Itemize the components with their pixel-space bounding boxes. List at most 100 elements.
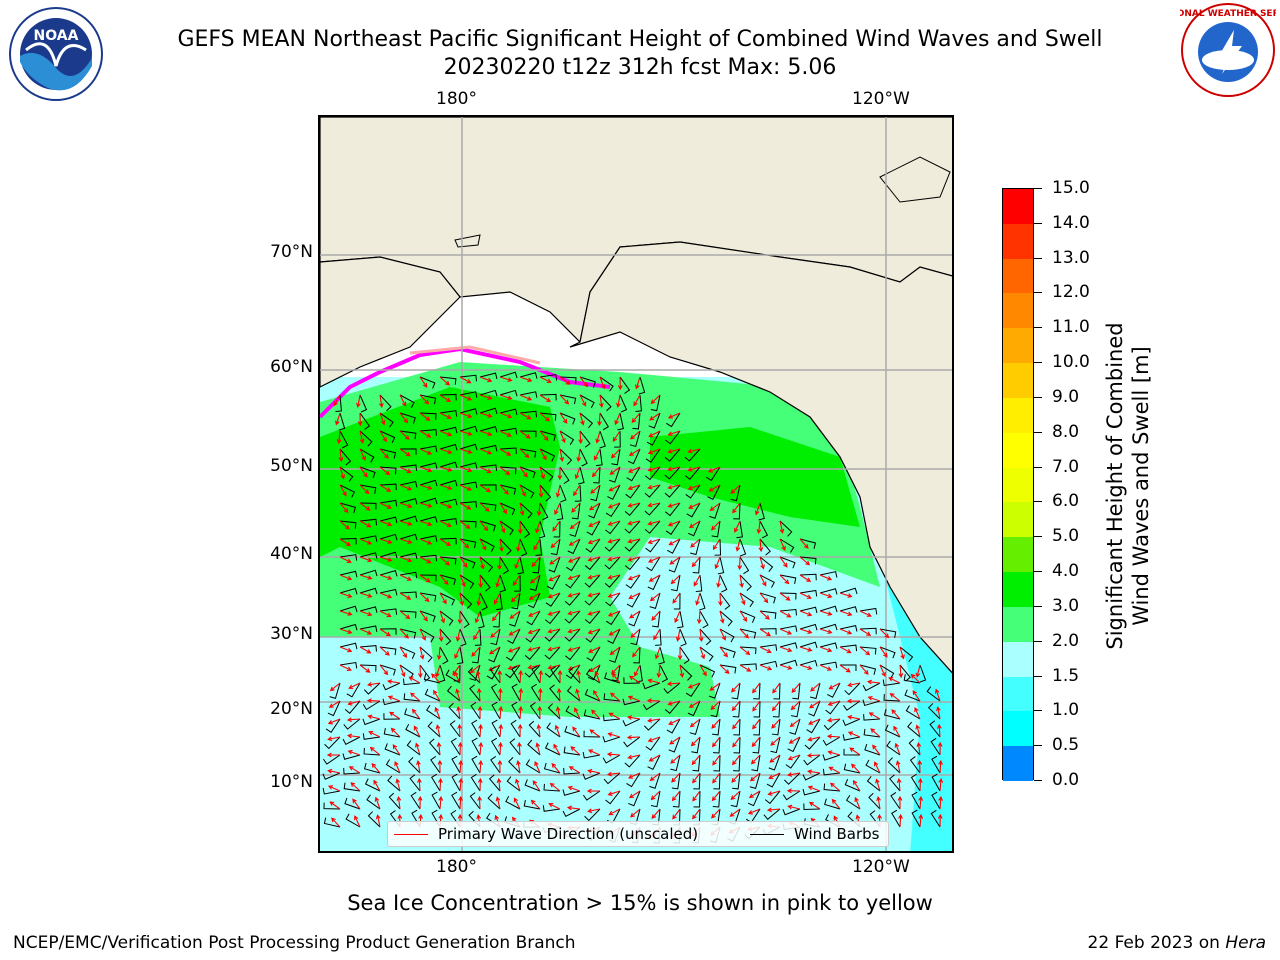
wind-barb <box>731 682 741 700</box>
wind-barb <box>747 790 761 807</box>
wave-direction-arrow <box>547 610 561 616</box>
wave-direction-arrow <box>518 705 524 720</box>
wave-direction-arrow <box>609 646 621 655</box>
wave-direction-arrow <box>570 746 581 756</box>
wave-direction-arrow <box>458 759 464 774</box>
wave-direction-arrow <box>839 628 853 635</box>
wind-barb <box>379 608 398 615</box>
wind-barb <box>899 664 911 682</box>
wind-barb <box>903 674 921 684</box>
wave-direction-arrow <box>514 556 521 570</box>
wave-direction-arrow <box>387 695 401 702</box>
wind-barb <box>927 703 941 720</box>
wind-barb <box>733 502 741 520</box>
wave-direction-arrow <box>735 538 741 552</box>
wave-direction-arrow <box>419 484 433 490</box>
wind-barb <box>799 589 818 597</box>
wind-barb <box>782 808 801 816</box>
wind-barb <box>785 754 801 769</box>
wind-barb <box>804 736 821 750</box>
wind-barb <box>665 430 681 445</box>
chart-title: GEFS MEAN Northeast Pacific Significant … <box>177 27 1103 52</box>
wind-barb <box>499 574 506 593</box>
wind-barb <box>859 627 877 635</box>
wind-barb <box>467 667 481 684</box>
wave-direction-arrow <box>399 592 412 600</box>
wind-barb <box>430 756 441 774</box>
colorbar-segment <box>1003 537 1033 573</box>
wave-direction-arrow <box>732 718 741 730</box>
wave-direction-arrow <box>479 466 492 474</box>
lat-label-50n: 50°N <box>270 456 313 476</box>
wind-barb <box>824 798 841 810</box>
wind-barb <box>819 623 838 631</box>
wind-barb <box>692 754 701 772</box>
wave-direction-arrow <box>379 484 392 492</box>
wave-direction-arrow <box>379 538 393 544</box>
wave-direction-arrow <box>593 689 601 702</box>
wind-barb <box>449 720 461 738</box>
wind-barb <box>584 592 601 606</box>
wave-direction-arrow <box>359 520 372 528</box>
wind-barb <box>685 484 701 499</box>
wind-barb <box>625 574 641 589</box>
wind-barb <box>399 628 417 639</box>
wave-direction-arrow <box>754 502 761 516</box>
wave-direction-arrow <box>691 556 701 568</box>
wind-barb <box>399 610 417 619</box>
wind-barb <box>519 502 533 519</box>
wind-barb <box>439 556 457 565</box>
wave-direction-arrow <box>790 700 801 711</box>
wind-barb <box>431 791 441 810</box>
wind-barb <box>479 592 488 611</box>
colorbar <box>1002 188 1034 782</box>
wave-direction-arrow <box>567 610 581 616</box>
wave-direction-arrow <box>937 741 943 756</box>
wave-direction-arrow <box>458 795 463 810</box>
wind-barb <box>419 646 433 663</box>
wind-barb <box>625 484 641 499</box>
wind-barb <box>556 502 564 521</box>
wind-barb <box>635 394 642 412</box>
wind-barb <box>524 646 541 660</box>
wave-direction-arrow <box>536 502 542 517</box>
wave-direction-arrow <box>554 724 561 738</box>
wind-barb <box>679 664 693 681</box>
wave-direction-arrow <box>847 682 861 688</box>
wind-barb <box>448 702 461 720</box>
wind-barb <box>605 790 621 805</box>
wave-direction-arrow <box>651 610 661 621</box>
wave-direction-arrow <box>579 376 589 388</box>
legend-wind-barbs: Wind Barbs <box>794 825 880 843</box>
wind-barb <box>359 664 377 672</box>
wind-barb <box>843 763 861 774</box>
wind-barb <box>471 719 481 738</box>
wind-barb <box>399 412 416 424</box>
wind-barb <box>474 628 482 646</box>
colorbar-segment <box>1003 397 1033 434</box>
wind-barb <box>899 646 914 662</box>
colorbar-segment <box>1003 293 1033 329</box>
wind-barb <box>733 718 741 736</box>
wave-direction-arrow <box>711 520 721 531</box>
wave-direction-arrow <box>573 484 581 497</box>
wave-direction-arrow <box>354 815 361 828</box>
wave-direction-arrow <box>439 466 453 472</box>
wave-direction-arrow <box>530 799 541 810</box>
wave-direction-arrow <box>779 538 786 552</box>
wave-direction-arrow <box>457 610 463 625</box>
wave-direction-arrow <box>539 394 552 403</box>
wave-direction-arrow <box>367 682 381 687</box>
wind-barb <box>739 538 747 557</box>
wind-barb <box>559 376 577 384</box>
wave-direction-arrow <box>591 466 601 478</box>
wind-barb <box>324 736 341 750</box>
wind-barb <box>579 376 596 388</box>
wind-barb <box>509 610 521 627</box>
wind-barb <box>882 679 901 687</box>
wind-barb <box>684 448 701 462</box>
wave-direction-arrow <box>739 628 749 639</box>
wind-barb <box>329 682 341 699</box>
footer-date: 22 Feb 2023 on Hera <box>1088 933 1266 953</box>
wave-direction-arrow <box>514 778 521 792</box>
